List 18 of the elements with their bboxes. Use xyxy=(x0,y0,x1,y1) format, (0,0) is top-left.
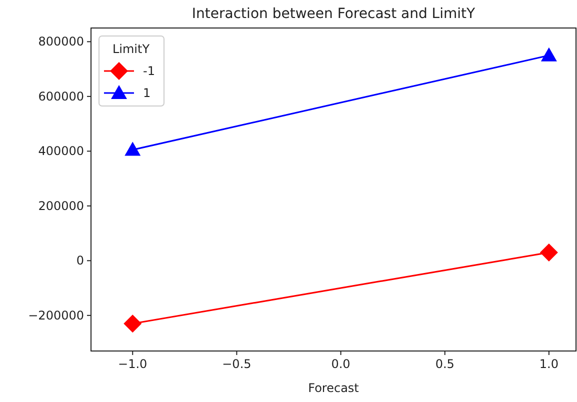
x-tick-label: 0.5 xyxy=(435,357,454,371)
y-tick-label: 600000 xyxy=(38,89,84,104)
y-tick-label: −200000 xyxy=(28,308,84,322)
x-axis-title: Forecast xyxy=(308,381,360,395)
point xyxy=(540,243,558,262)
y-tick-label: 400000 xyxy=(38,144,84,158)
x-tick-label: −1.0 xyxy=(118,357,148,371)
legend-label: -1 xyxy=(143,64,155,78)
legend-title: LimitY xyxy=(112,42,150,56)
y-tick-label: 800000 xyxy=(38,34,84,49)
y-tick-label: 0 xyxy=(76,254,84,268)
chart-title: Interaction between Forecast and LimitY xyxy=(192,6,476,22)
x-tick-label: 0.0 xyxy=(331,357,350,371)
legend-label: 1 xyxy=(143,86,151,100)
y-tick-label: 200000 xyxy=(38,198,84,213)
x-tick-label: −0.5 xyxy=(222,357,252,371)
point xyxy=(124,314,142,333)
x-tick-label: 1.0 xyxy=(539,357,558,371)
